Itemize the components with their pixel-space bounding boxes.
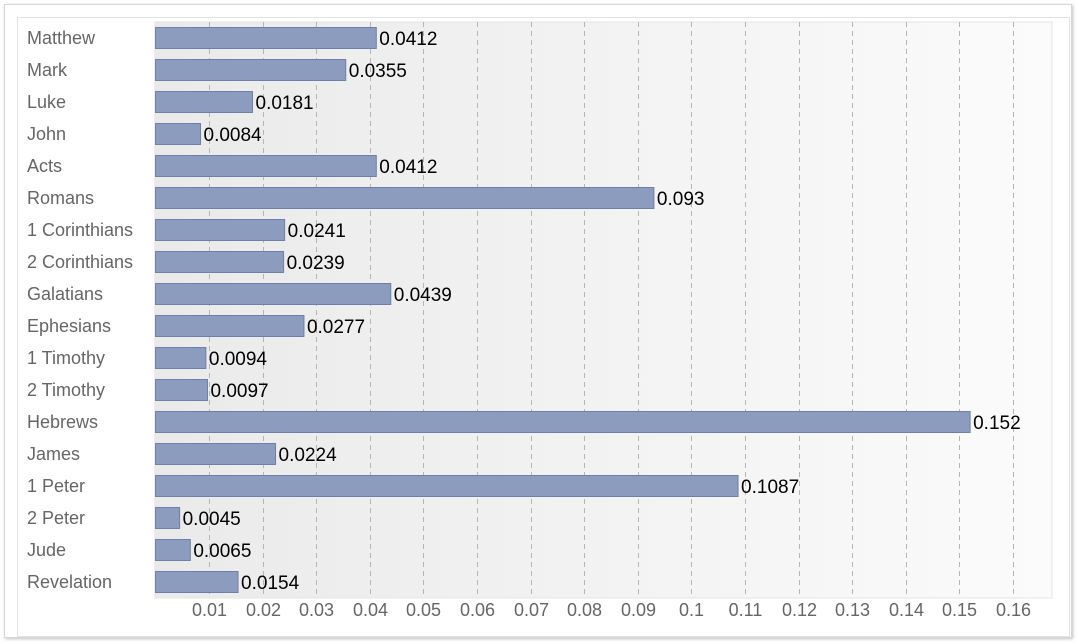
value-label: 0.0181: [256, 93, 314, 114]
category-label: 2 Timothy: [27, 380, 105, 400]
value-label: 0.0045: [183, 509, 241, 530]
value-label: 0.0277: [307, 317, 365, 338]
x-tick-label: 0.15: [942, 600, 977, 620]
category-label: Revelation: [27, 572, 112, 592]
category-label: James: [27, 444, 80, 464]
bar: [155, 475, 739, 497]
x-tick-label: 0.03: [299, 600, 334, 620]
bar: [155, 411, 971, 433]
category-label: John: [27, 124, 66, 144]
category-label: 2 Peter: [27, 508, 85, 528]
category-label: Luke: [27, 92, 66, 112]
x-tick-label: 0.12: [782, 600, 817, 620]
bar: [155, 59, 347, 81]
category-label: 1 Timothy: [27, 348, 105, 368]
category-label: 1 Corinthians: [27, 220, 133, 240]
category-label: Acts: [27, 156, 62, 176]
category-label: 1 Peter: [27, 476, 85, 496]
value-label: 0.0154: [241, 573, 300, 594]
plot-area: [154, 21, 1053, 599]
x-tick-label: 0.08: [567, 600, 602, 620]
bar: [155, 155, 377, 177]
value-label: 0.0065: [193, 541, 251, 562]
x-tick-label: 0.13: [835, 600, 870, 620]
x-tick-label: 0.07: [514, 600, 549, 620]
category-label: 2 Corinthians: [27, 252, 133, 272]
bar: [155, 443, 277, 465]
value-label: 0.0224: [279, 445, 338, 466]
x-tick-label: 0.06: [460, 600, 495, 620]
bar: [155, 347, 207, 369]
x-tick-label: 0.05: [406, 600, 441, 620]
value-label: 0.0241: [288, 221, 346, 242]
category-label: Ephesians: [27, 316, 111, 336]
x-tick-label: 0.16: [996, 600, 1031, 620]
bar: [155, 539, 191, 561]
value-label: 0.093: [657, 189, 705, 210]
x-tick-label: 0.01: [192, 600, 227, 620]
bar: [155, 251, 285, 273]
x-tick-label: 0.14: [889, 600, 924, 620]
category-label: Romans: [27, 188, 94, 208]
bar: [155, 187, 655, 209]
category-label: Hebrews: [27, 412, 98, 432]
value-label: 0.0355: [349, 61, 407, 82]
bar: [155, 315, 305, 337]
bar: [155, 123, 202, 145]
chart-inner-border: [17, 17, 1070, 637]
x-tick-label: 0.11: [729, 600, 763, 620]
bar: [155, 27, 377, 49]
category-label: Jude: [27, 540, 66, 560]
bar: [155, 219, 286, 241]
value-label: 0.1087: [741, 477, 799, 498]
bar: [155, 283, 392, 305]
bar: [155, 507, 181, 529]
value-label: 0.0239: [287, 253, 345, 274]
category-label: Matthew: [27, 28, 96, 48]
value-label: 0.0097: [210, 381, 268, 402]
x-tick-label: 0.09: [621, 600, 656, 620]
bar: [155, 379, 208, 401]
x-tick-label: 0.02: [246, 600, 281, 620]
value-label: 0.0084: [204, 125, 263, 146]
value-label: 0.0412: [379, 157, 437, 178]
bar: [155, 91, 254, 113]
category-label: Galatians: [27, 284, 103, 304]
x-tick-label: 0.1: [679, 600, 704, 620]
bar: [155, 571, 239, 593]
value-label: 0.152: [973, 413, 1021, 434]
x-tick-label: 0.04: [353, 600, 388, 620]
value-label: 0.0094: [209, 349, 268, 370]
value-label: 0.0412: [379, 29, 437, 50]
value-label: 0.0439: [394, 285, 452, 306]
category-label: Mark: [27, 60, 68, 80]
